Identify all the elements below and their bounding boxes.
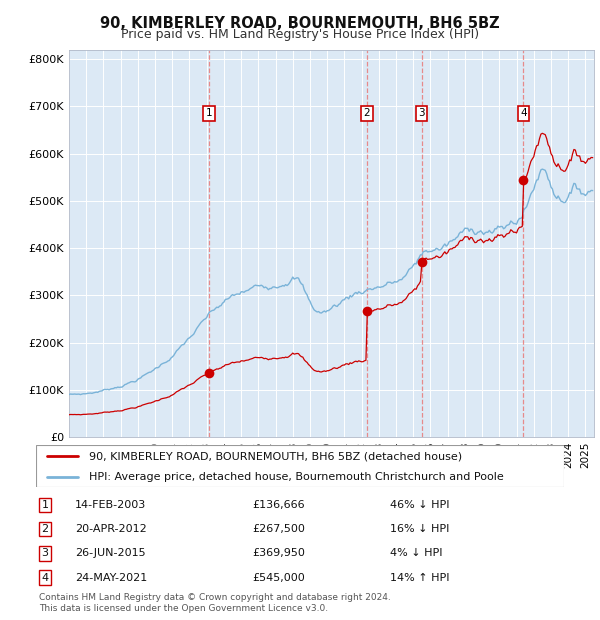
Text: 2: 2 [364, 108, 370, 118]
Text: HPI: Average price, detached house, Bournemouth Christchurch and Poole: HPI: Average price, detached house, Bour… [89, 472, 503, 482]
Text: 90, KIMBERLEY ROAD, BOURNEMOUTH, BH6 5BZ (detached house): 90, KIMBERLEY ROAD, BOURNEMOUTH, BH6 5BZ… [89, 451, 462, 461]
Text: £267,500: £267,500 [252, 524, 305, 534]
Text: Contains HM Land Registry data © Crown copyright and database right 2024.: Contains HM Land Registry data © Crown c… [39, 593, 391, 602]
Text: 4: 4 [520, 108, 527, 118]
FancyBboxPatch shape [36, 445, 564, 487]
Text: 90, KIMBERLEY ROAD, BOURNEMOUTH, BH6 5BZ: 90, KIMBERLEY ROAD, BOURNEMOUTH, BH6 5BZ [100, 16, 500, 30]
Text: 1: 1 [41, 500, 49, 510]
Text: This data is licensed under the Open Government Licence v3.0.: This data is licensed under the Open Gov… [39, 604, 328, 613]
Text: Price paid vs. HM Land Registry's House Price Index (HPI): Price paid vs. HM Land Registry's House … [121, 28, 479, 41]
Text: 26-JUN-2015: 26-JUN-2015 [75, 548, 146, 559]
Text: 14% ↑ HPI: 14% ↑ HPI [390, 572, 449, 583]
Text: 3: 3 [418, 108, 425, 118]
Text: 46% ↓ HPI: 46% ↓ HPI [390, 500, 449, 510]
Text: 16% ↓ HPI: 16% ↓ HPI [390, 524, 449, 534]
Text: 24-MAY-2021: 24-MAY-2021 [75, 572, 147, 583]
Text: 4: 4 [41, 572, 49, 583]
Text: 14-FEB-2003: 14-FEB-2003 [75, 500, 146, 510]
Text: £545,000: £545,000 [252, 572, 305, 583]
Text: 2: 2 [41, 524, 49, 534]
Text: 4% ↓ HPI: 4% ↓ HPI [390, 548, 443, 559]
Text: 1: 1 [205, 108, 212, 118]
Text: £369,950: £369,950 [252, 548, 305, 559]
Text: 20-APR-2012: 20-APR-2012 [75, 524, 147, 534]
Text: £136,666: £136,666 [252, 500, 305, 510]
Text: 3: 3 [41, 548, 49, 559]
